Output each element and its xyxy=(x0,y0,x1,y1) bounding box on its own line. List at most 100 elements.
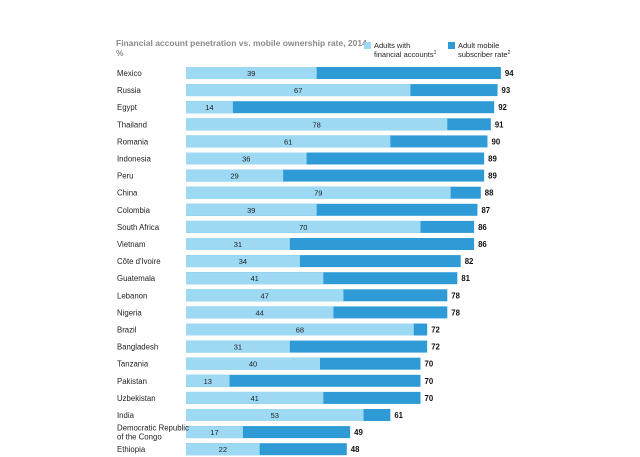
data-label-mobile-indonesia: 89 xyxy=(488,155,497,164)
data-label-mobile-mexico: 94 xyxy=(505,69,514,78)
data-label-mobile-egypt: 92 xyxy=(498,103,507,112)
category-label-lebanon: Lebanon xyxy=(117,291,147,300)
category-label-egypt: Egypt xyxy=(117,103,138,112)
data-label-financial-ethiopia: 22 xyxy=(219,445,227,454)
data-label-financial-c-te-d-ivoire: 34 xyxy=(239,257,247,266)
data-label-financial-russia: 67 xyxy=(294,86,302,95)
legend-label-financial-accounts-line2: financial accounts1 xyxy=(374,50,437,59)
category-label-romania: Romania xyxy=(117,137,149,146)
data-label-financial-india: 53 xyxy=(271,411,279,420)
data-label-mobile-romania: 90 xyxy=(492,137,501,146)
category-label-indonesia: Indonesia xyxy=(117,155,151,164)
category-label-uzbekistan: Uzbekistan xyxy=(117,394,156,403)
bar-financial-colombia xyxy=(186,203,317,216)
bar-financial-south-africa xyxy=(186,220,421,233)
bar-financial-democratic-republic-of-the-congo xyxy=(186,426,243,439)
bar-financial-russia xyxy=(186,84,411,97)
bar-financial-indonesia xyxy=(186,152,307,165)
data-label-financial-romania: 61 xyxy=(284,137,292,146)
data-label-mobile-tanzania: 70 xyxy=(425,360,434,369)
bar-financial-china xyxy=(186,186,451,199)
data-label-financial-colombia: 39 xyxy=(247,206,255,215)
bar-financial-c-te-d-ivoire xyxy=(186,255,300,268)
data-label-financial-lebanon: 47 xyxy=(261,291,269,300)
bar-financial-lebanon xyxy=(186,289,344,302)
data-label-financial-bangladesh: 31 xyxy=(234,343,242,352)
bar-financial-thailand xyxy=(186,118,448,131)
data-label-mobile-ethiopia: 48 xyxy=(351,445,360,454)
bar-financial-brazil xyxy=(186,323,414,336)
data-label-financial-thailand: 78 xyxy=(312,120,320,129)
bar-financial-vietnam xyxy=(186,238,290,250)
chart-subtitle: % xyxy=(116,48,124,58)
data-label-mobile-russia: 93 xyxy=(502,86,511,95)
data-label-mobile-china: 88 xyxy=(485,189,494,198)
legend-swatch-financial-accounts xyxy=(364,42,371,49)
data-label-mobile-lebanon: 78 xyxy=(451,291,460,300)
category-label-mexico: Mexico xyxy=(117,69,142,78)
data-label-mobile-nigeria: 78 xyxy=(451,308,460,317)
legend-footnote-2: 2 xyxy=(508,50,511,56)
category-label-vietnam: Vietnam xyxy=(117,240,145,249)
category-label-nigeria: Nigeria xyxy=(117,308,142,317)
data-label-mobile-uzbekistan: 70 xyxy=(425,394,434,403)
data-label-financial-china: 79 xyxy=(314,189,322,198)
data-label-financial-indonesia: 36 xyxy=(242,155,250,164)
category-label-tanzania: Tanzania xyxy=(117,360,149,369)
data-label-mobile-pakistan: 70 xyxy=(425,377,434,386)
data-label-financial-democratic-republic-of-the-congo: 17 xyxy=(210,428,218,437)
data-label-financial-guatemala: 41 xyxy=(251,274,259,283)
bar-financial-uzbekistan xyxy=(186,391,324,404)
bar-financial-ethiopia xyxy=(186,443,260,456)
category-label-ethiopia: Ethiopia xyxy=(117,445,146,454)
category-label-russia: Russia xyxy=(117,86,141,95)
category-label-thailand: Thailand xyxy=(117,120,147,129)
data-label-mobile-thailand: 91 xyxy=(495,120,504,129)
bar-mobile-egypt xyxy=(186,101,495,114)
category-label-democratic-republic-of-the-congo: Democratic Republic of the Congo xyxy=(117,424,189,442)
bar-financial-india xyxy=(186,409,364,421)
data-label-financial-pakistan: 13 xyxy=(204,377,212,386)
category-label-pakistan: Pakistan xyxy=(117,377,147,386)
category-label-peru: Peru xyxy=(117,172,133,181)
data-label-financial-vietnam: 31 xyxy=(234,240,242,249)
legend-swatch-mobile-subscriber xyxy=(448,42,455,49)
data-label-financial-nigeria: 44 xyxy=(256,308,264,317)
category-label-bangladesh: Bangladesh xyxy=(117,343,158,352)
bar-financial-egypt xyxy=(186,101,233,114)
bar-financial-peru xyxy=(186,169,284,182)
category-label-south-africa: South Africa xyxy=(117,223,160,232)
bar-financial-romania xyxy=(186,135,391,148)
data-label-financial-egypt: 14 xyxy=(205,103,213,112)
category-label-colombia: Colombia xyxy=(117,206,151,215)
data-label-mobile-colombia: 87 xyxy=(481,206,490,215)
legend-label-mobile-subscriber-line2: subscriber rate2 xyxy=(458,50,511,59)
data-label-mobile-south-africa: 86 xyxy=(478,223,487,232)
data-label-mobile-brazil: 72 xyxy=(431,326,440,335)
legend-footnote-1: 1 xyxy=(434,50,437,56)
bar-financial-nigeria xyxy=(186,306,334,319)
data-label-mobile-democratic-republic-of-the-congo: 49 xyxy=(354,428,363,437)
category-label-india: India xyxy=(117,411,135,420)
data-label-financial-south-africa: 70 xyxy=(299,223,307,232)
bar-financial-bangladesh xyxy=(186,340,290,353)
legend-label-mobile-subscriber-line1: Adult mobile xyxy=(458,41,499,50)
data-label-mobile-india: 61 xyxy=(394,411,403,420)
data-label-mobile-c-te-d-ivoire: 82 xyxy=(465,257,474,266)
legend: Adults with financial accounts1 Adult mo… xyxy=(364,41,511,59)
data-label-mobile-peru: 89 xyxy=(488,172,497,181)
chart-title: Financial account penetration vs. mobile… xyxy=(116,38,367,48)
category-label-china: China xyxy=(117,189,138,198)
legend-label-financial-accounts-line1: Adults with xyxy=(374,41,410,50)
data-label-mobile-bangladesh: 72 xyxy=(431,343,440,352)
data-label-financial-uzbekistan: 41 xyxy=(251,394,259,403)
data-label-financial-mexico: 39 xyxy=(247,69,255,78)
data-label-financial-tanzania: 40 xyxy=(249,360,257,369)
bar-financial-guatemala xyxy=(186,272,324,285)
data-label-financial-brazil: 68 xyxy=(296,326,304,335)
category-label-c-te-d-ivoire: Côte d'Ivoire xyxy=(117,257,161,266)
bars-group: Mexico 39 94 Russia 67 93 Egypt 14 92 Thailand 78 9… xyxy=(117,67,514,456)
data-label-mobile-guatemala: 81 xyxy=(461,274,470,283)
data-label-mobile-vietnam: 86 xyxy=(478,240,487,249)
